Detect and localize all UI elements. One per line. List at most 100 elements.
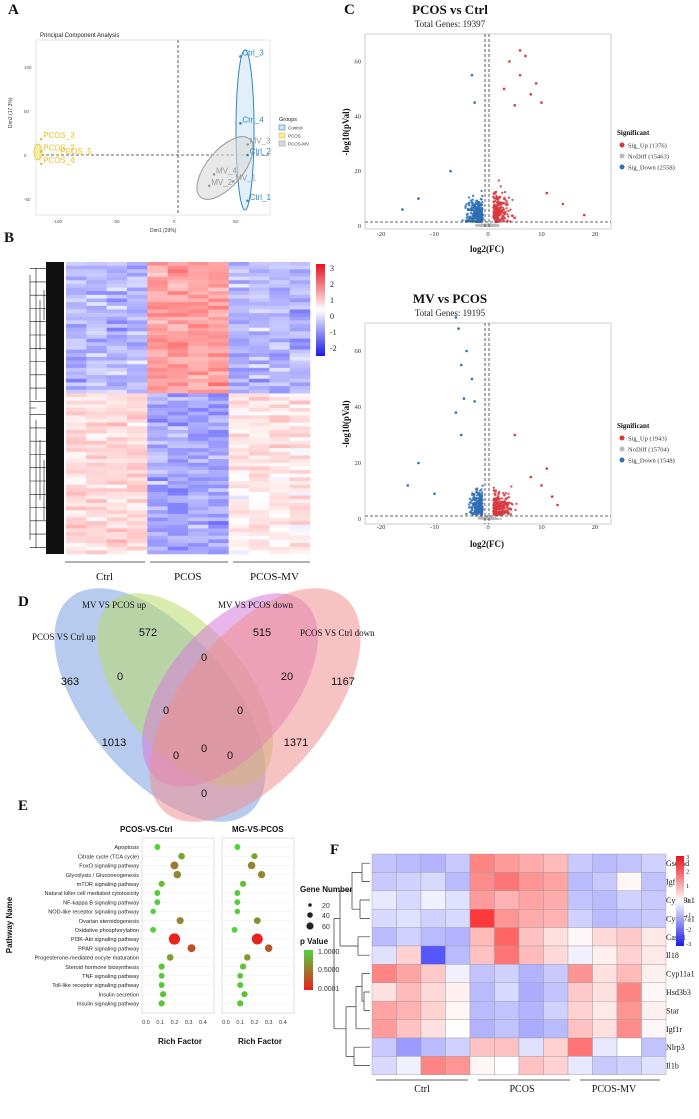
volcano2-area — [364, 322, 612, 525]
volcano-point-outlier — [462, 397, 466, 400]
pathway-bubble — [187, 944, 196, 953]
heatmap-b-cell — [106, 269, 128, 274]
heatmap-f-cell — [543, 1001, 569, 1020]
heatmap-b-cell — [106, 287, 128, 292]
pvalue-legend-high: 1.0000 — [318, 949, 340, 956]
heatmap-b-cell — [147, 455, 168, 460]
heatmap-b-cell — [106, 375, 128, 380]
heatmap-b-dendrogram — [29, 262, 64, 554]
heatmap-b-cell — [66, 550, 87, 555]
venn-count-15: 0 — [201, 788, 207, 800]
heatmap-b-cell — [86, 470, 107, 474]
heatmap-b-cell — [188, 364, 209, 369]
heatmap-b-cell — [269, 491, 290, 496]
pathway-bubble — [154, 890, 161, 896]
heatmap-f-cell — [396, 890, 422, 910]
heatmap-b-cell — [228, 477, 250, 482]
heatmap-f-cell — [396, 872, 422, 892]
pathway-label: TNF signaling pathway — [82, 974, 139, 980]
heatmap-b-cell — [188, 484, 209, 489]
volcano-point-up — [500, 513, 503, 516]
volcano-point-nodiff — [486, 224, 489, 227]
heatmap-b-cell — [249, 535, 270, 540]
volcano-point-up — [511, 198, 514, 202]
heatmap-b-cell — [269, 298, 290, 303]
volcano-point-up — [511, 214, 515, 218]
pathway-bubble — [237, 1000, 244, 1007]
volcano-point-outlier — [433, 492, 436, 496]
volcano-point-outlier — [534, 82, 538, 85]
heatmap-b-cell — [228, 397, 250, 401]
heatmap-f-legend-tick: 0 — [686, 898, 689, 905]
heatmap-b-cell — [269, 451, 290, 456]
volcano-point-outlier — [454, 316, 458, 319]
volcano-point-up — [501, 502, 504, 506]
heatmap-b-cell — [228, 502, 250, 507]
heatmap-f-cell — [420, 945, 446, 965]
volcano-point-nodiff — [475, 223, 478, 226]
volcano2-subtitle: Total Genes: 19195 — [415, 308, 486, 318]
heatmap-f-cell — [518, 964, 544, 984]
heatmap-f-cell — [543, 909, 569, 928]
heatmap-b-cell — [228, 393, 250, 398]
volcano-point-up — [497, 211, 501, 214]
heatmap-b-cell — [147, 404, 168, 409]
pca-point — [39, 137, 43, 141]
heatmap-f-cell — [567, 890, 593, 910]
heatmap-b-cell — [188, 418, 209, 423]
heatmap-b-cell — [289, 448, 311, 453]
volcano-point-up — [505, 200, 508, 203]
heatmap-b-cell — [127, 262, 148, 266]
heatmap-b-cell — [228, 313, 250, 318]
heatmap-b-cell — [228, 320, 250, 325]
heatmap-b-cell — [188, 459, 209, 464]
venn-count-3: 515 — [253, 627, 271, 639]
heatmap-b-cell — [147, 320, 168, 325]
heatmap-b-group-pcos-mv: PCOS-MV — [250, 571, 299, 583]
pca-point-label: MV_1 — [235, 173, 256, 182]
volcano-point-outlier — [417, 461, 420, 465]
heatmap-b-cell — [167, 470, 189, 474]
heatmap-b-cell — [106, 378, 128, 383]
heatmap-b-cell — [66, 272, 87, 277]
volcano1-ylabel: -log10(pVal) — [341, 108, 351, 155]
heatmap-b-cell — [167, 411, 189, 416]
heatmap-b-cell — [86, 287, 107, 292]
heatmap-b-cell — [269, 327, 290, 332]
heatmap-b-cell — [167, 532, 189, 537]
heatmap-f-cell — [616, 890, 642, 910]
volcano-point-up — [499, 206, 502, 209]
heatmap-b-cell — [66, 331, 87, 336]
heatmap-b-cell — [289, 528, 311, 533]
heatmap-b-cell — [228, 342, 250, 347]
heatmap-b-cell — [66, 521, 87, 526]
heatmap-b-cell — [249, 448, 270, 453]
gene-number-legend-60: 60 — [322, 924, 330, 931]
pathway-bubble — [234, 908, 241, 915]
heatmap-b-cell — [289, 353, 311, 358]
venn-count-2: 572 — [139, 627, 157, 639]
volcano-point-up — [503, 202, 507, 205]
volcano-ytick: 0 — [358, 223, 361, 230]
heatmap-b-cell — [106, 313, 128, 318]
heatmap-f-cell — [567, 1019, 593, 1039]
volcano-point-up — [495, 213, 499, 217]
heatmap-b-cell — [289, 473, 311, 478]
volcano-point-up — [493, 203, 497, 207]
pca-point-label: MV_4 — [216, 166, 237, 175]
volcano-point-down — [481, 484, 484, 487]
heatmap-b-cell — [249, 294, 270, 299]
heatmap-b-cell — [228, 513, 250, 518]
heatmap-f-cell — [445, 890, 471, 910]
heatmap-b-cell — [269, 524, 290, 529]
heatmap-b-cell — [66, 276, 87, 281]
volcano-point-up — [492, 195, 495, 198]
heatmap-b-cell — [106, 484, 128, 489]
pvalue-legend-mid: 0.5000 — [318, 967, 340, 974]
heatmap-b-cell — [228, 378, 250, 383]
pca-point-label: Ctrl_4 — [242, 115, 264, 124]
heatmap-f-cell — [641, 1037, 667, 1057]
volcano-point-up — [506, 213, 509, 216]
heatmap-b-cell — [147, 360, 168, 365]
heatmap-b-cell — [289, 524, 311, 529]
